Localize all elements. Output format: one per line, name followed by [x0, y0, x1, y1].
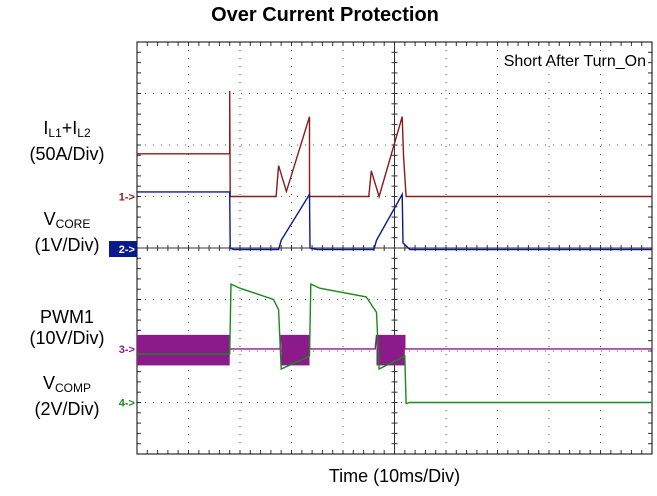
label-pwm1: PWM1 (10V/Div)	[29, 307, 105, 348]
channel-marker: 4->	[119, 398, 135, 410]
label-il: IL1+IL2 (50A/Div)	[29, 118, 105, 164]
pwm-burst	[281, 335, 310, 366]
pwm-burst	[137, 335, 230, 366]
x-axis-label: Time (10ms/Div)	[328, 466, 461, 486]
chart-title: Over Current Protection	[211, 4, 439, 26]
channel-marker: 1->	[119, 192, 135, 204]
label-vcore: VCORE (1V/Div)	[34, 209, 100, 255]
trace-vcomp	[137, 283, 652, 405]
pwm-burst	[376, 335, 405, 366]
label-vcomp: VCOMP (2V/Div)	[34, 373, 100, 419]
annotation-text: Short After Turn_On	[504, 53, 646, 70]
trace-vcore	[137, 191, 652, 251]
trace-il1il2	[137, 90, 652, 199]
channel-marker-bg	[109, 241, 137, 258]
channel-marker: 3->	[119, 344, 135, 356]
channel-marker: 2->	[119, 244, 135, 256]
